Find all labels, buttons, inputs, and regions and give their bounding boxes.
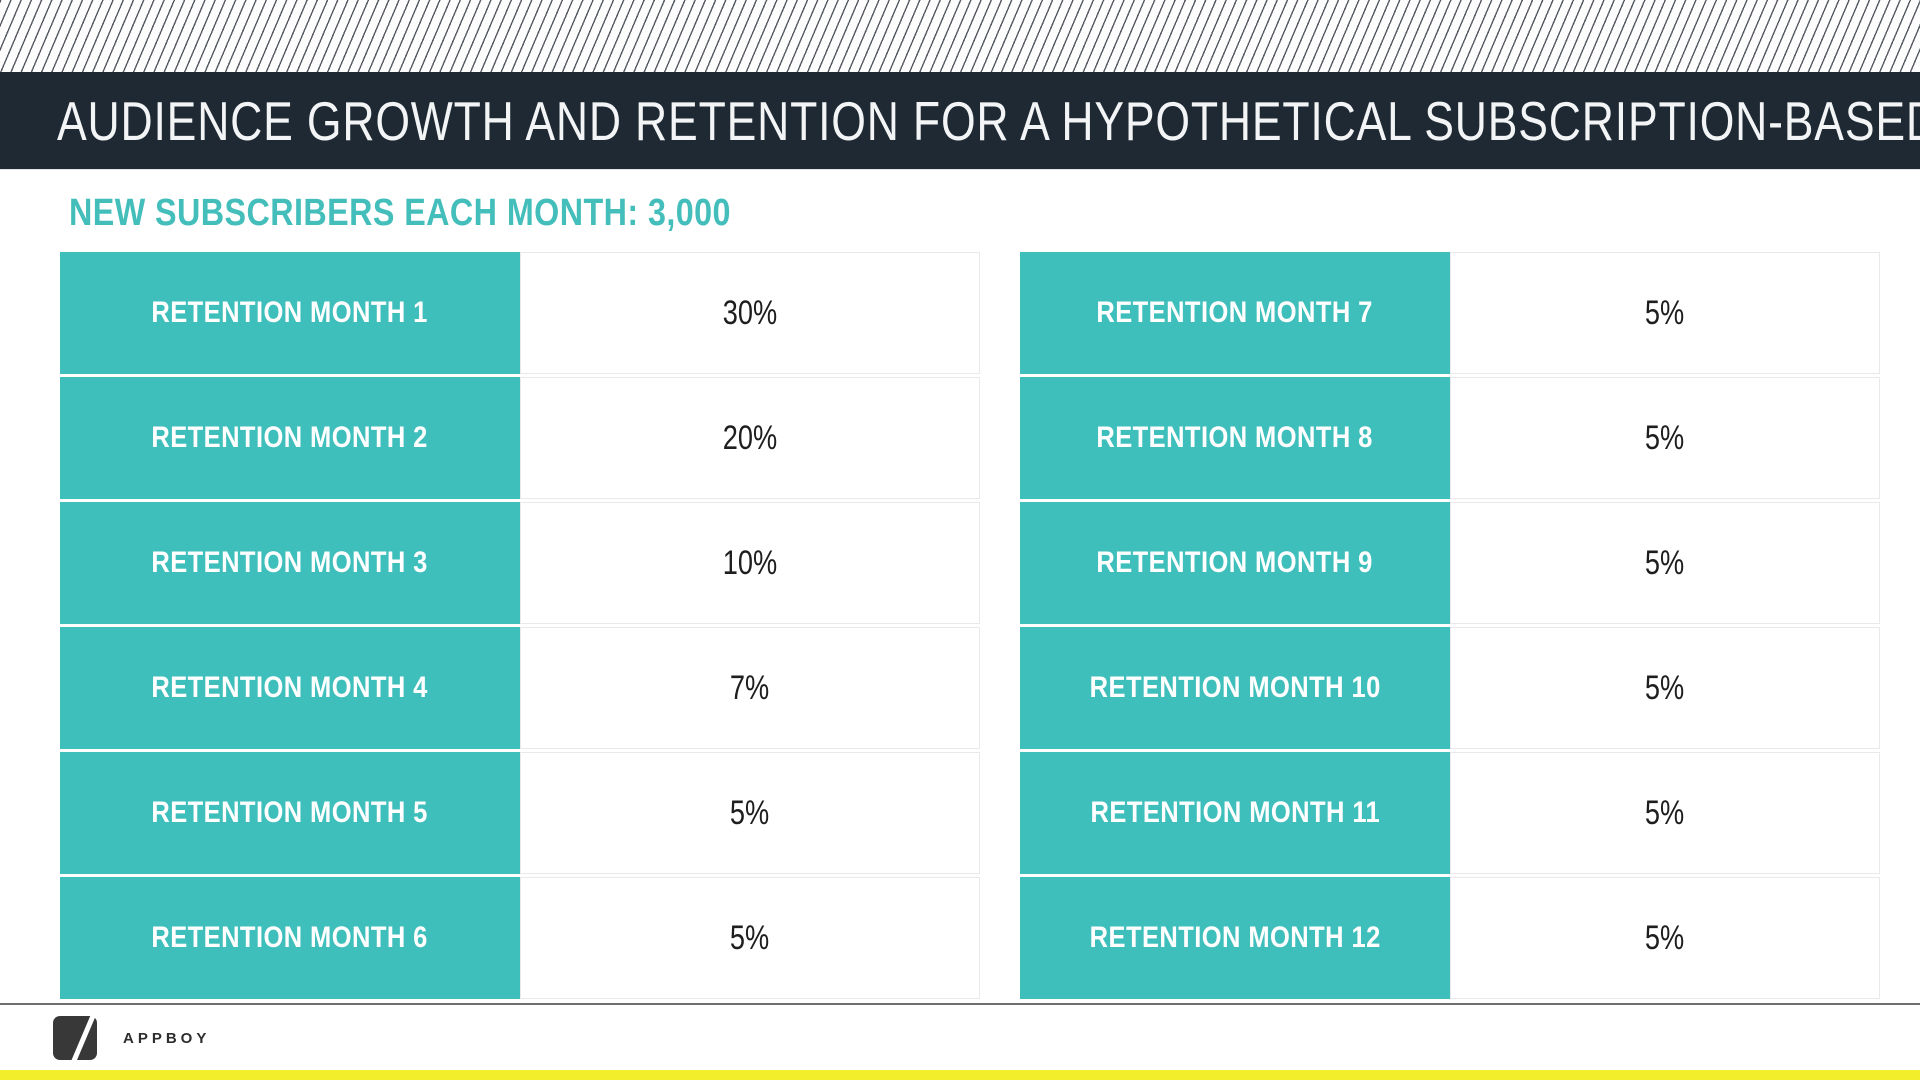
brand-name: APPBOY: [123, 1030, 211, 1047]
retention-value-cell: 5%: [1450, 377, 1880, 499]
title-bar: AUDIENCE GROWTH AND RETENTION FOR A HYPO…: [0, 72, 1920, 170]
retention-value: 10%: [722, 543, 778, 582]
retention-value: 5%: [1645, 543, 1685, 582]
bottom-accent-bar: [0, 1070, 1920, 1080]
page-title: AUDIENCE GROWTH AND RETENTION FOR A HYPO…: [57, 89, 1920, 152]
retention-value: 5%: [1645, 793, 1685, 832]
retention-label-cell: RETENTION MONTH 10: [1020, 627, 1450, 749]
retention-label-cell: RETENTION MONTH 3: [60, 502, 520, 624]
table-row: RETENTION MONTH 2 20%: [60, 377, 980, 499]
retention-label: RETENTION MONTH 3: [151, 546, 429, 579]
slash-icon: [67, 1013, 96, 1073]
retention-label: RETENTION MONTH 6: [151, 921, 429, 954]
retention-value: 5%: [730, 793, 770, 832]
retention-label-cell: RETENTION MONTH 12: [1020, 877, 1450, 999]
table-row: RETENTION MONTH 3 10%: [60, 502, 980, 624]
retention-value-cell: 20%: [520, 377, 980, 499]
table-row: RETENTION MONTH 4 7%: [60, 627, 980, 749]
retention-label: RETENTION MONTH 10: [1089, 671, 1381, 704]
retention-label-cell: RETENTION MONTH 9: [1020, 502, 1450, 624]
retention-label-cell: RETENTION MONTH 8: [1020, 377, 1450, 499]
retention-value: 5%: [1645, 293, 1685, 332]
retention-value: 5%: [1645, 418, 1685, 457]
hatch-pattern-band: [0, 0, 1920, 72]
retention-label-cell: RETENTION MONTH 5: [60, 752, 520, 874]
retention-value-cell: 30%: [520, 252, 980, 374]
retention-value: 5%: [1645, 918, 1685, 957]
retention-value-cell: 10%: [520, 502, 980, 624]
retention-label-cell: RETENTION MONTH 4: [60, 627, 520, 749]
retention-label: RETENTION MONTH 2: [151, 421, 429, 454]
retention-label-cell: RETENTION MONTH 6: [60, 877, 520, 999]
retention-label: RETENTION MONTH 4: [151, 671, 429, 704]
table-row: RETENTION MONTH 9 5%: [1020, 502, 1880, 624]
retention-value-cell: 5%: [1450, 752, 1880, 874]
table-row: RETENTION MONTH 11 5%: [1020, 752, 1880, 874]
retention-label: RETENTION MONTH 12: [1089, 921, 1381, 954]
retention-value: 5%: [1645, 668, 1685, 707]
table-row: RETENTION MONTH 6 5%: [60, 877, 980, 999]
retention-label: RETENTION MONTH 1: [151, 296, 429, 329]
appboy-slash-logo-icon: [53, 1013, 97, 1073]
retention-value: 5%: [730, 918, 770, 957]
table-row: RETENTION MONTH 1 30%: [60, 252, 980, 374]
table-row: RETENTION MONTH 8 5%: [1020, 377, 1880, 499]
retention-value-cell: 5%: [1450, 627, 1880, 749]
retention-label-cell: RETENTION MONTH 11: [1020, 752, 1450, 874]
retention-label: RETENTION MONTH 9: [1096, 546, 1374, 579]
retention-label: RETENTION MONTH 8: [1096, 421, 1374, 454]
retention-table: RETENTION MONTH 1 30% RETENTION MONTH 2 …: [60, 252, 980, 999]
subscribers-subtitle: NEW SUBSCRIBERS EACH MONTH: 3,000: [69, 192, 731, 234]
retention-label-cell: RETENTION MONTH 1: [60, 252, 520, 374]
retention-table: RETENTION MONTH 7 5% RETENTION MONTH 8 5…: [1020, 252, 1880, 999]
table-row: RETENTION MONTH 12 5%: [1020, 877, 1880, 999]
retention-label-cell: RETENTION MONTH 2: [60, 377, 520, 499]
retention-value: 30%: [722, 293, 778, 332]
retention-tables-container: RETENTION MONTH 1 30% RETENTION MONTH 2 …: [60, 252, 1880, 999]
table-row: RETENTION MONTH 10 5%: [1020, 627, 1880, 749]
table-row: RETENTION MONTH 5 5%: [60, 752, 980, 874]
retention-value-cell: 5%: [520, 877, 980, 999]
retention-value-cell: 5%: [520, 752, 980, 874]
footer-divider: [0, 1003, 1920, 1005]
retention-label: RETENTION MONTH 11: [1090, 796, 1380, 829]
retention-label: RETENTION MONTH 5: [151, 796, 429, 829]
retention-label: RETENTION MONTH 7: [1096, 296, 1374, 329]
table-row: RETENTION MONTH 7 5%: [1020, 252, 1880, 374]
retention-value: 20%: [722, 418, 778, 457]
retention-label-cell: RETENTION MONTH 7: [1020, 252, 1450, 374]
retention-value-cell: 5%: [1450, 252, 1880, 374]
retention-value-cell: 5%: [1450, 877, 1880, 999]
retention-value: 7%: [730, 668, 770, 707]
retention-value-cell: 7%: [520, 627, 980, 749]
retention-value-cell: 5%: [1450, 502, 1880, 624]
